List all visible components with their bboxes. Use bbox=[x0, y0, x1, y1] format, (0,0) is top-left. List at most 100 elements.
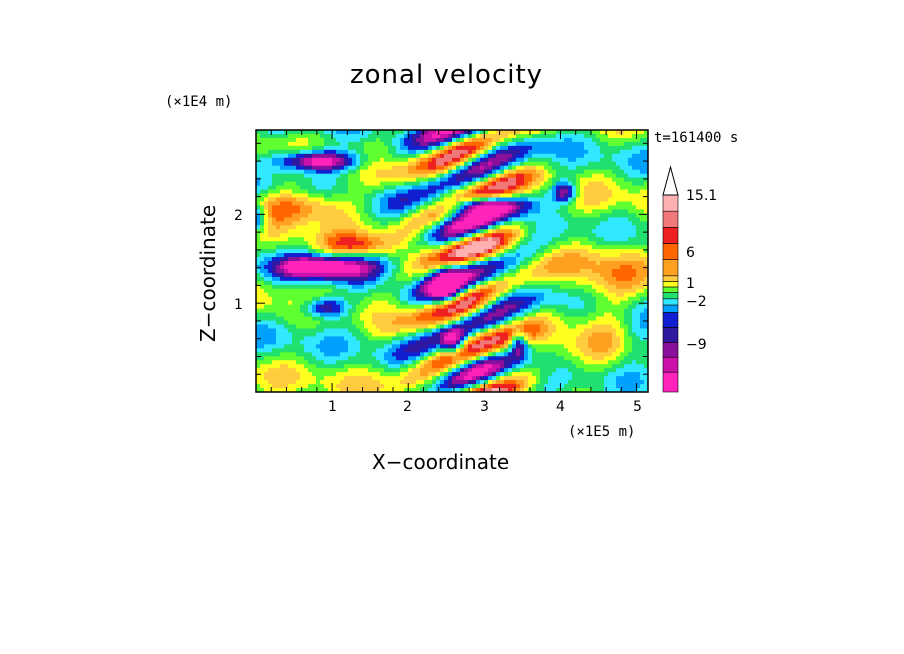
field-cell bbox=[424, 133, 429, 139]
field-cell bbox=[312, 141, 317, 147]
field-cell bbox=[492, 261, 497, 266]
field-cell bbox=[516, 384, 521, 389]
field-cell bbox=[260, 137, 265, 143]
field-cell bbox=[520, 157, 525, 163]
field-cell bbox=[328, 193, 333, 199]
field-cell bbox=[320, 292, 325, 298]
field-cell bbox=[352, 189, 357, 195]
field-cell bbox=[268, 213, 273, 218]
field-cell bbox=[260, 364, 265, 369]
field-cell bbox=[324, 241, 329, 246]
field-cell bbox=[372, 213, 377, 218]
field-cell bbox=[432, 380, 437, 385]
field-cell bbox=[516, 280, 521, 286]
field-cell bbox=[304, 292, 309, 298]
field-cell bbox=[364, 268, 369, 274]
field-cell bbox=[412, 292, 417, 298]
field-cell bbox=[432, 316, 437, 322]
field-cell bbox=[396, 201, 401, 207]
field-cell bbox=[292, 280, 297, 286]
field-cell bbox=[500, 261, 505, 266]
field-cell bbox=[288, 149, 293, 155]
field-cell bbox=[308, 161, 313, 167]
field-cell bbox=[444, 237, 449, 242]
field-cell bbox=[480, 272, 485, 278]
field-cell bbox=[384, 380, 389, 385]
field-cell bbox=[464, 356, 469, 361]
field-cell bbox=[376, 165, 381, 171]
field-cell bbox=[460, 201, 465, 207]
field-cell bbox=[448, 368, 453, 373]
field-cell bbox=[484, 209, 489, 214]
field-cell bbox=[412, 213, 417, 218]
field-cell bbox=[264, 161, 269, 167]
field-cell bbox=[512, 229, 517, 234]
field-cell bbox=[492, 312, 497, 318]
field-cell bbox=[284, 201, 289, 207]
field-cell bbox=[424, 276, 429, 282]
field-cell bbox=[380, 201, 385, 207]
field-cell bbox=[408, 133, 413, 139]
field-cell bbox=[356, 209, 361, 214]
field-cell bbox=[448, 225, 453, 230]
field-cell bbox=[544, 245, 549, 250]
field-cell bbox=[552, 364, 557, 369]
field-cell bbox=[312, 249, 317, 254]
field-cell bbox=[336, 169, 341, 175]
field-cell bbox=[532, 264, 537, 270]
field-cell bbox=[336, 280, 341, 286]
field-cell bbox=[384, 348, 389, 353]
field-cell bbox=[304, 173, 309, 179]
field-cell bbox=[372, 185, 377, 191]
field-cell bbox=[484, 261, 489, 266]
field-cell bbox=[256, 324, 261, 330]
field-cell bbox=[288, 304, 293, 310]
field-cell bbox=[288, 130, 293, 135]
field-cell bbox=[468, 304, 473, 310]
field-cell bbox=[504, 368, 509, 373]
field-cell bbox=[500, 257, 505, 262]
field-cell bbox=[292, 364, 297, 369]
field-cell bbox=[260, 233, 265, 238]
field-cell bbox=[428, 237, 433, 242]
field-cell bbox=[292, 157, 297, 163]
field-cell bbox=[372, 237, 377, 242]
field-cell bbox=[340, 324, 345, 330]
field-cell bbox=[528, 376, 533, 381]
field-cell bbox=[476, 276, 481, 282]
field-cell bbox=[436, 364, 441, 369]
field-cell bbox=[444, 165, 449, 171]
field-cell bbox=[372, 288, 377, 294]
field-cell bbox=[320, 217, 325, 222]
field-cell bbox=[356, 332, 361, 338]
field-cell bbox=[376, 237, 381, 242]
field-cell bbox=[500, 300, 505, 306]
field-cell bbox=[384, 376, 389, 381]
field-cell bbox=[304, 320, 309, 326]
field-cell bbox=[468, 376, 473, 381]
field-cell bbox=[548, 300, 553, 306]
field-cell bbox=[436, 356, 441, 361]
field-cell bbox=[472, 249, 477, 254]
field-cell bbox=[536, 280, 541, 286]
field-cell bbox=[536, 181, 541, 187]
field-cell bbox=[468, 332, 473, 338]
field-cell bbox=[424, 261, 429, 266]
field-cell bbox=[324, 153, 329, 159]
field-cell bbox=[500, 288, 505, 294]
field-cell bbox=[296, 300, 301, 306]
field-cell bbox=[316, 257, 321, 262]
field-cell bbox=[476, 189, 481, 195]
field-cell bbox=[368, 280, 373, 286]
field-cell bbox=[516, 181, 521, 187]
field-cell bbox=[396, 280, 401, 286]
field-cell bbox=[384, 288, 389, 294]
field-cell bbox=[464, 324, 469, 330]
field-cell bbox=[296, 201, 301, 207]
field-cell bbox=[472, 149, 477, 155]
field-cell bbox=[532, 130, 537, 135]
field-cell bbox=[516, 245, 521, 250]
field-cell bbox=[504, 201, 509, 207]
field-cell bbox=[288, 336, 293, 341]
field-cell bbox=[540, 205, 545, 210]
